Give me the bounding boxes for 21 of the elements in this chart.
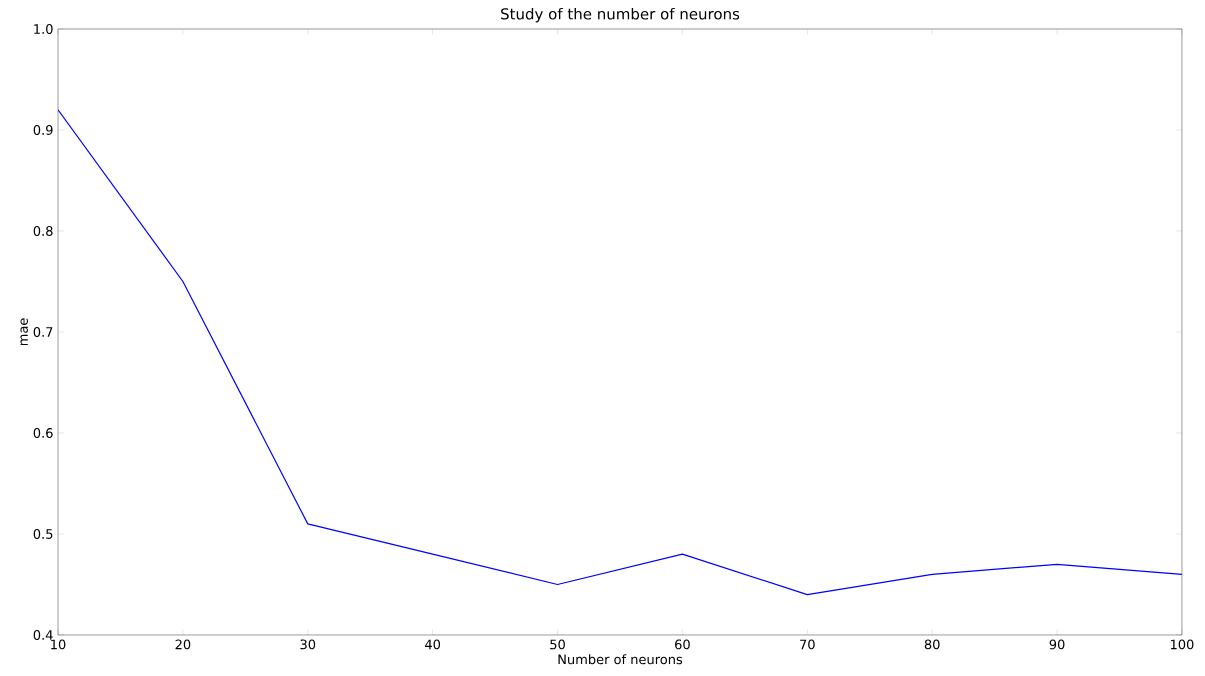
x-tick-label: 90 <box>1049 639 1065 650</box>
x-tick-label: 80 <box>924 639 940 650</box>
y-axis-title: mae <box>20 318 28 346</box>
x-axis-title: Number of neurons <box>558 654 683 665</box>
y-tick-label: 0.5 <box>33 529 53 539</box>
x-tick-label: 10 <box>51 639 66 650</box>
x-tick-label: 60 <box>675 639 690 650</box>
x-tick-label: 100 <box>1170 639 1194 650</box>
chart-title: Study of the number of neurons <box>501 7 740 23</box>
x-tick-label: 30 <box>300 639 316 650</box>
x-tick-label: 40 <box>425 639 441 650</box>
y-tick-label: 0.6 <box>33 428 53 438</box>
x-tick-label: 70 <box>800 639 815 650</box>
y-tick-label: 0.8 <box>33 226 53 236</box>
line-series <box>58 109 1182 596</box>
x-tick-label: 50 <box>550 639 565 650</box>
y-tick-label: 1.0 <box>34 24 53 34</box>
y-tick-label: 0.4 <box>33 630 53 640</box>
x-tick-label: 20 <box>175 639 191 650</box>
y-tick-label: 0.9 <box>33 125 53 135</box>
y-tick-label: 0.7 <box>33 327 53 337</box>
